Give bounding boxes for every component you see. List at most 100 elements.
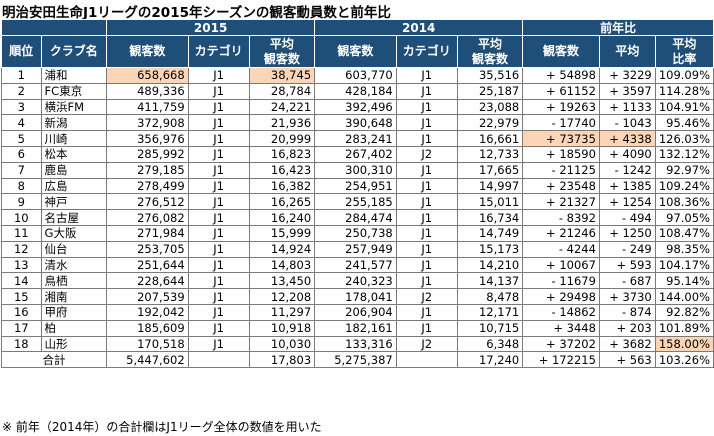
category-2015-cell: J1: [187, 288, 250, 305]
header-blank: [0, 19, 108, 36]
rank-cell: 8: [1, 177, 42, 195]
diff-attendance-cell: + 54898: [522, 67, 600, 84]
ratio-cell: 101.89%: [654, 319, 714, 337]
club-cell: 鹿島: [40, 161, 108, 179]
header-avg-2015: 平均 観客数: [248, 35, 316, 68]
category-2015-cell: J1: [187, 193, 250, 211]
average-2014-cell: 25,187: [456, 82, 524, 100]
header-rank: 順位: [1, 35, 42, 68]
average-2015-cell: 10,030: [248, 335, 316, 353]
diff-attendance-cell: + 29498: [522, 288, 600, 305]
ratio-cell: 92.82%: [654, 303, 714, 321]
diff-average-cell: - 687: [598, 272, 656, 290]
club-cell: 広島: [40, 177, 108, 195]
ratio-cell: 109.24%: [654, 177, 714, 195]
average-2015-cell: 21,936: [248, 114, 316, 132]
average-2014-cell: 22,979: [456, 114, 524, 132]
ratio-cell: 104.91%: [654, 98, 714, 116]
attendance-table: 2015 2014 前年比 順位 クラブ名 観客数 カテゴリ 平均 観客数 観客…: [0, 19, 714, 369]
attendance-2014-cell: 283,241: [314, 130, 397, 147]
rank-cell: 18: [1, 335, 42, 353]
attendance-2015-cell: 276,512: [106, 193, 189, 211]
diff-average-cell: + 1133: [598, 98, 656, 116]
rank-cell: 3: [1, 98, 42, 116]
category-2015-cell: J1: [187, 209, 250, 226]
diff-average-cell: + 4338: [598, 130, 656, 147]
average-2015-cell: 15,999: [248, 224, 316, 242]
attendance-2014-cell: 182,161: [314, 319, 397, 337]
ratio-cell: 95.46%: [654, 114, 714, 132]
average-2014-cell: 6,348: [456, 335, 524, 353]
ratio-cell: 132.12%: [654, 145, 714, 163]
attendance-2015-cell: 489,336: [106, 82, 189, 100]
diff-average-cell: + 3597: [598, 82, 656, 100]
total-label: 合計: [0, 351, 108, 369]
rank-cell: 5: [1, 130, 42, 147]
total-diff-average: + 563: [598, 351, 656, 369]
rank-cell: 13: [1, 256, 42, 274]
average-2015-cell: 16,423: [248, 161, 316, 179]
diff-average-cell: + 3682: [598, 335, 656, 353]
table-row: 7 鹿島 279,185 J1 16,423 300,310 J1 17,665- 21125…: [1, 161, 714, 179]
average-2015-cell: 16,240: [248, 209, 316, 226]
rank-cell: 10: [1, 209, 42, 226]
average-2014-cell: 17,665: [456, 161, 524, 179]
club-cell: G大阪: [40, 224, 108, 242]
category-2014-cell: J1: [395, 161, 458, 179]
average-2014-cell: 12,171: [456, 303, 524, 321]
table-row: 1 浦和 658,668 J1 38,745 603,770 J1 35,516 + 54898…: [1, 67, 714, 84]
total-attendance-2015: 5,447,602: [106, 351, 189, 369]
average-2015-cell: 11,297: [248, 303, 316, 321]
category-2015-cell: J1: [187, 82, 250, 100]
header-att-2014: 観客数: [314, 35, 397, 68]
header-club: クラブ名: [40, 35, 108, 68]
table-row: 10 名古屋 276,082 J1 16,240 284,474 J1 16,734- 839…: [1, 209, 714, 226]
header-cat-2014: カテゴリ: [395, 35, 458, 68]
rank-cell: 6: [1, 145, 42, 163]
rank-cell: 16: [1, 303, 42, 321]
category-2014-cell: J2: [395, 288, 458, 305]
category-2015-cell: J1: [187, 224, 250, 242]
category-2014-cell: J1: [395, 177, 458, 195]
attendance-2014-cell: 178,041: [314, 288, 397, 305]
table-row: 8 広島 278,499 J1 16,382 254,951 J1 14,997 + 23548…: [1, 177, 714, 195]
club-cell: 湘南: [40, 288, 108, 305]
category-2014-cell: J1: [395, 272, 458, 290]
category-2015-cell: J1: [187, 114, 250, 132]
table-row: 13 清水 251,644 J1 14,803 241,577 J1 14,210 + 1006…: [1, 256, 714, 274]
club-cell: 山形: [40, 335, 108, 353]
attendance-2014-cell: 267,402: [314, 145, 397, 163]
average-2015-cell: 16,823: [248, 145, 316, 163]
header-group-row: 2015 2014 前年比: [0, 19, 714, 36]
table-row: 6 松本 285,992 J1 16,823 267,402 J2 12,733 + 18590…: [1, 145, 714, 163]
average-2015-cell: 20,999: [248, 130, 316, 147]
attendance-2015-cell: 207,539: [106, 288, 189, 305]
total-attendance-2014: 5,275,387: [314, 351, 397, 369]
club-cell: 神戸: [40, 193, 108, 211]
diff-average-cell: + 1254: [598, 193, 656, 211]
table-row: 3 横浜FM 411,759 J1 24,221 392,496 J1 23,088 + 192…: [1, 98, 714, 116]
attendance-2015-cell: 411,759: [106, 98, 189, 116]
attendance-2014-cell: 133,316: [314, 335, 397, 353]
category-2014-cell: J2: [395, 335, 458, 353]
category-2015-cell: J1: [187, 319, 250, 337]
diff-attendance-cell: - 17740: [522, 114, 600, 132]
ratio-cell: 126.03%: [654, 130, 714, 147]
diff-attendance-cell: - 21125: [522, 161, 600, 179]
category-2014-cell: J1: [395, 319, 458, 337]
diff-attendance-cell: + 21327: [522, 193, 600, 211]
rank-cell: 14: [1, 272, 42, 290]
table-row: 12 仙台 253,705 J1 14,924 257,949 J1 15,173- 4244…: [1, 240, 714, 258]
attendance-2015-cell: 285,992: [106, 145, 189, 163]
diff-average-cell: + 1385: [598, 177, 656, 195]
category-2014-cell: J1: [395, 98, 458, 116]
ratio-cell: 98.35%: [654, 240, 714, 258]
attendance-2014-cell: 240,323: [314, 272, 397, 290]
category-2014-cell: J1: [395, 240, 458, 258]
table-row: 2 FC東京 489,336 J1 28,784 428,184 J1 25,187 + 611…: [1, 82, 714, 100]
rank-cell: 2: [1, 82, 42, 100]
category-2015-cell: J1: [187, 98, 250, 116]
header-column-row: 順位 クラブ名 観客数 カテゴリ 平均 観客数 観客数 カテゴリ 平均 観客数 …: [1, 35, 714, 68]
total-ratio: 103.26%: [654, 351, 714, 369]
header-2015: 2015: [106, 19, 316, 36]
